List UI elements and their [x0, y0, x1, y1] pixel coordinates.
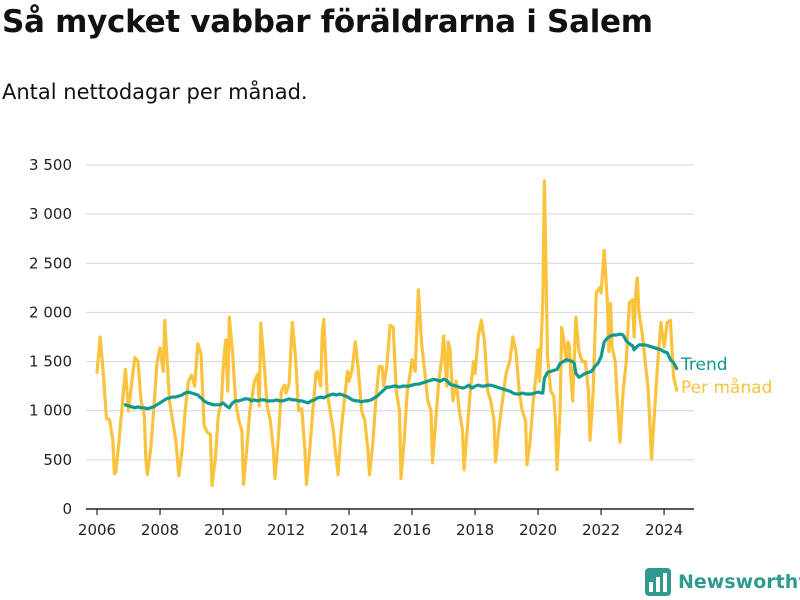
x-tick-label: 2008: [141, 521, 179, 539]
x-tick-label: 2020: [519, 521, 557, 539]
y-tick-label: 0: [62, 500, 72, 518]
gridlines: [86, 164, 694, 461]
series-line-trend: [123, 332, 679, 411]
series-label-trend: Trend: [680, 355, 728, 375]
chart-subtitle: Antal nettodagar per månad.: [2, 80, 308, 104]
chart-title: Så mycket vabbar föräldrarna i Salem: [2, 4, 653, 40]
y-tick-label: 1 000: [29, 402, 72, 420]
series-label-monthly: Per månad: [681, 377, 772, 398]
x-tick-label: 2016: [393, 521, 431, 539]
bar-chart-icon: [645, 568, 671, 596]
y-tick-label: 3 500: [29, 156, 72, 174]
brand-name: Newsworthy: [678, 571, 800, 593]
newsworthy-logo: Newsworthy: [645, 568, 800, 596]
x-tick-label: 2006: [78, 521, 116, 539]
axes: 0 500 1 000 1 500 2 000 2 500 3 000 3 500 2006 20…: [29, 156, 694, 539]
series-lines: [95, 179, 679, 487]
x-tick-label: 2014: [330, 521, 368, 539]
y-tick-label: 2 500: [29, 254, 72, 272]
y-tick-label: 500: [43, 451, 72, 469]
x-tick-label: 2022: [582, 521, 620, 539]
series-line-monthly: [95, 179, 679, 487]
y-tick-label: 3 000: [29, 205, 72, 223]
x-tick-label: 2024: [645, 521, 683, 539]
x-tick-label: 2010: [204, 521, 242, 539]
y-tick-label: 1 500: [29, 353, 72, 371]
x-tick-label: 2012: [267, 521, 305, 539]
x-tick-label: 2018: [456, 521, 494, 539]
y-tick-label: 2 000: [29, 303, 72, 321]
